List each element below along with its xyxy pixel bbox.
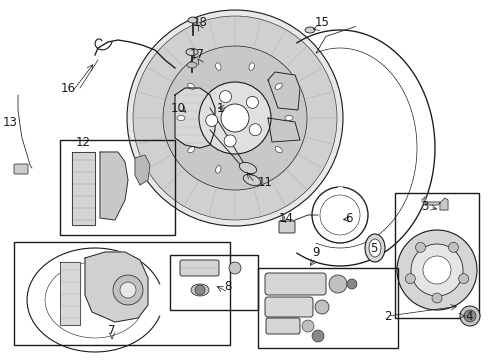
- Circle shape: [458, 274, 468, 284]
- Ellipse shape: [215, 63, 221, 71]
- Text: 11: 11: [257, 176, 272, 189]
- Ellipse shape: [187, 17, 198, 23]
- Bar: [60, 140, 175, 235]
- Ellipse shape: [248, 166, 254, 173]
- Text: 10: 10: [170, 102, 185, 114]
- Circle shape: [415, 242, 425, 252]
- Bar: [14, 242, 229, 345]
- Circle shape: [346, 279, 356, 289]
- Ellipse shape: [185, 49, 198, 55]
- Circle shape: [302, 320, 313, 332]
- Ellipse shape: [186, 62, 197, 68]
- Circle shape: [396, 230, 476, 310]
- Circle shape: [221, 104, 248, 132]
- Text: 9: 9: [312, 246, 319, 258]
- Bar: [394, 193, 478, 318]
- Ellipse shape: [191, 284, 208, 296]
- Polygon shape: [175, 88, 215, 148]
- Ellipse shape: [248, 63, 254, 71]
- Text: 12: 12: [75, 136, 90, 149]
- Polygon shape: [267, 118, 299, 142]
- Circle shape: [163, 46, 306, 190]
- Ellipse shape: [243, 174, 260, 186]
- Circle shape: [422, 256, 450, 284]
- Text: 7: 7: [108, 324, 116, 337]
- Text: 8: 8: [224, 279, 231, 292]
- Circle shape: [127, 10, 342, 226]
- Circle shape: [311, 330, 324, 342]
- Text: 13: 13: [2, 116, 18, 129]
- Polygon shape: [60, 262, 80, 325]
- Circle shape: [459, 306, 479, 326]
- Circle shape: [314, 300, 328, 314]
- Circle shape: [410, 244, 462, 296]
- Polygon shape: [421, 197, 447, 210]
- Text: 18: 18: [192, 15, 207, 28]
- Polygon shape: [85, 252, 148, 322]
- Ellipse shape: [285, 116, 292, 121]
- Circle shape: [199, 82, 270, 154]
- Bar: [258, 268, 397, 348]
- Circle shape: [224, 135, 236, 147]
- Ellipse shape: [187, 83, 195, 89]
- Polygon shape: [72, 152, 95, 225]
- Text: 2: 2: [384, 310, 391, 323]
- FancyBboxPatch shape: [264, 273, 325, 295]
- Text: 14: 14: [278, 211, 293, 225]
- Circle shape: [133, 16, 336, 220]
- Ellipse shape: [215, 166, 221, 173]
- FancyBboxPatch shape: [264, 297, 312, 317]
- FancyBboxPatch shape: [279, 221, 294, 233]
- Text: 16: 16: [61, 81, 75, 94]
- Text: 17: 17: [189, 49, 204, 62]
- Circle shape: [249, 124, 261, 136]
- Polygon shape: [267, 72, 299, 110]
- Ellipse shape: [368, 239, 380, 257]
- Ellipse shape: [364, 234, 384, 262]
- Circle shape: [205, 114, 217, 126]
- Circle shape: [195, 285, 204, 295]
- Circle shape: [431, 293, 441, 303]
- Text: 5: 5: [369, 243, 377, 256]
- Circle shape: [120, 282, 136, 298]
- Circle shape: [463, 310, 475, 322]
- Text: 3: 3: [421, 201, 428, 213]
- Circle shape: [228, 262, 241, 274]
- Ellipse shape: [275, 83, 282, 89]
- Circle shape: [113, 275, 142, 305]
- Ellipse shape: [177, 116, 184, 121]
- Text: 4: 4: [464, 310, 472, 323]
- Ellipse shape: [305, 27, 314, 33]
- Polygon shape: [135, 155, 150, 185]
- Ellipse shape: [275, 147, 282, 153]
- FancyBboxPatch shape: [265, 318, 299, 334]
- Ellipse shape: [187, 147, 195, 153]
- Text: 15: 15: [314, 15, 329, 28]
- Circle shape: [219, 91, 231, 103]
- Text: 6: 6: [345, 212, 352, 225]
- Polygon shape: [100, 152, 128, 220]
- Circle shape: [405, 274, 414, 284]
- Circle shape: [447, 242, 458, 252]
- FancyBboxPatch shape: [14, 164, 28, 174]
- Text: 1: 1: [216, 102, 224, 114]
- Ellipse shape: [239, 162, 256, 174]
- Polygon shape: [337, 187, 341, 192]
- FancyBboxPatch shape: [180, 260, 219, 276]
- Bar: [170, 255, 258, 310]
- Circle shape: [246, 96, 258, 108]
- Circle shape: [328, 275, 346, 293]
